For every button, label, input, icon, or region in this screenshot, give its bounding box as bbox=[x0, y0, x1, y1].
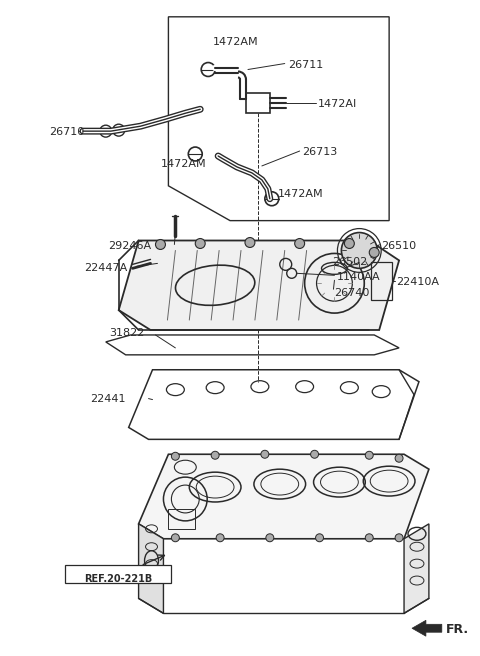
Circle shape bbox=[315, 534, 324, 542]
Text: 1472AM: 1472AM bbox=[160, 159, 206, 169]
Circle shape bbox=[211, 451, 219, 459]
Text: FR.: FR. bbox=[446, 623, 469, 636]
Text: 31822: 31822 bbox=[109, 328, 144, 338]
Circle shape bbox=[395, 454, 403, 462]
Circle shape bbox=[344, 239, 354, 249]
Circle shape bbox=[341, 233, 377, 268]
Text: 26713: 26713 bbox=[301, 147, 337, 157]
Circle shape bbox=[171, 452, 180, 461]
Text: 1140AA: 1140AA bbox=[336, 272, 380, 282]
Circle shape bbox=[171, 534, 180, 542]
Text: 26502: 26502 bbox=[333, 257, 368, 268]
Text: 22410A: 22410A bbox=[396, 277, 439, 287]
Text: 26510: 26510 bbox=[381, 241, 416, 251]
Circle shape bbox=[395, 534, 403, 542]
Circle shape bbox=[195, 239, 205, 249]
Circle shape bbox=[156, 239, 166, 249]
Circle shape bbox=[216, 534, 224, 542]
Circle shape bbox=[261, 450, 269, 459]
Circle shape bbox=[365, 451, 373, 459]
Text: 22441: 22441 bbox=[90, 394, 125, 403]
Polygon shape bbox=[412, 621, 442, 636]
Circle shape bbox=[311, 450, 319, 459]
Text: 1472AM: 1472AM bbox=[213, 37, 259, 47]
Polygon shape bbox=[404, 524, 429, 613]
Polygon shape bbox=[139, 454, 429, 539]
Circle shape bbox=[266, 534, 274, 542]
Text: 1472AI: 1472AI bbox=[318, 99, 357, 110]
Polygon shape bbox=[119, 241, 399, 330]
FancyBboxPatch shape bbox=[65, 565, 171, 583]
Text: REF.20-221B: REF.20-221B bbox=[84, 573, 153, 584]
Text: 1472AM: 1472AM bbox=[278, 189, 324, 199]
Circle shape bbox=[369, 247, 379, 257]
Text: 26740: 26740 bbox=[335, 288, 370, 298]
Circle shape bbox=[245, 237, 255, 247]
Text: 26711: 26711 bbox=[288, 60, 323, 70]
Text: 29246A: 29246A bbox=[108, 241, 151, 251]
Circle shape bbox=[295, 239, 305, 249]
Text: 22447A: 22447A bbox=[84, 263, 127, 274]
Circle shape bbox=[365, 534, 373, 542]
Text: 26710: 26710 bbox=[49, 127, 84, 137]
Polygon shape bbox=[139, 524, 164, 613]
